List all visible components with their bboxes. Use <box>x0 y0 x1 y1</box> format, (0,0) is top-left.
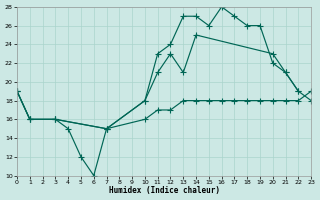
X-axis label: Humidex (Indice chaleur): Humidex (Indice chaleur) <box>108 186 220 195</box>
